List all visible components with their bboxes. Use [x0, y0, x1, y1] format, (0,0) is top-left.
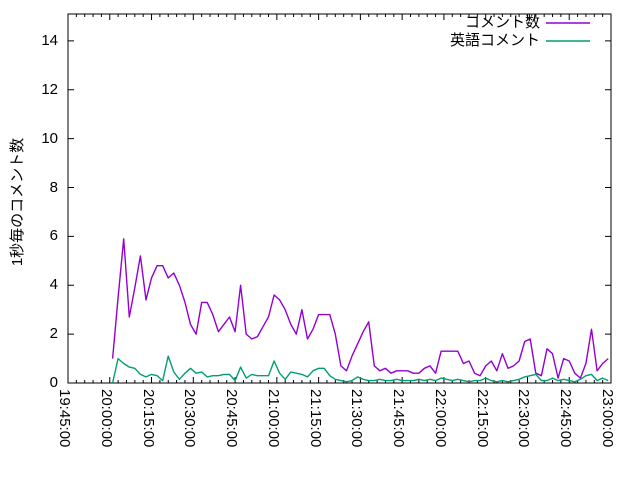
y-tick-label: 2	[49, 325, 58, 343]
x-tick-label: 20:15:00	[139, 389, 157, 448]
y-tick-label: 14	[41, 31, 58, 49]
x-tick-label: 22:15:00	[473, 389, 491, 448]
x-tick-label: 20:45:00	[223, 389, 241, 448]
y-tick-label: 6	[49, 227, 58, 245]
legend-label-comments: コメント数	[464, 14, 540, 31]
y-tick-label: 10	[41, 129, 58, 147]
y-axis-title: 1秒毎のコメント数	[9, 137, 26, 267]
x-tick-label: 20:30:00	[181, 389, 199, 448]
y-tick-label: 12	[41, 80, 58, 98]
x-tick-label: 22:45:00	[557, 389, 575, 448]
x-tick-label: 22:30:00	[515, 389, 533, 448]
x-tick-label: 21:45:00	[390, 389, 408, 448]
y-tick-label: 8	[49, 178, 58, 196]
x-tick-label: 21:15:00	[306, 389, 324, 448]
x-tick-label: 21:00:00	[264, 389, 282, 448]
x-tick-label: 19:45:00	[56, 389, 73, 448]
y-tick-label: 4	[49, 276, 58, 294]
x-tick-label: 21:30:00	[348, 389, 366, 448]
x-tick-label: 22:00:00	[431, 389, 449, 448]
y-tick-label: 0	[49, 374, 58, 391]
x-tick-label: 20:00:00	[97, 389, 115, 448]
plot-border	[67, 13, 612, 384]
x-tick-label: 23:00:00	[599, 389, 616, 448]
series-line-1	[111, 355, 609, 384]
legend-label-english-comments: 英語コメント	[449, 32, 540, 49]
series-line-0	[111, 238, 609, 379]
